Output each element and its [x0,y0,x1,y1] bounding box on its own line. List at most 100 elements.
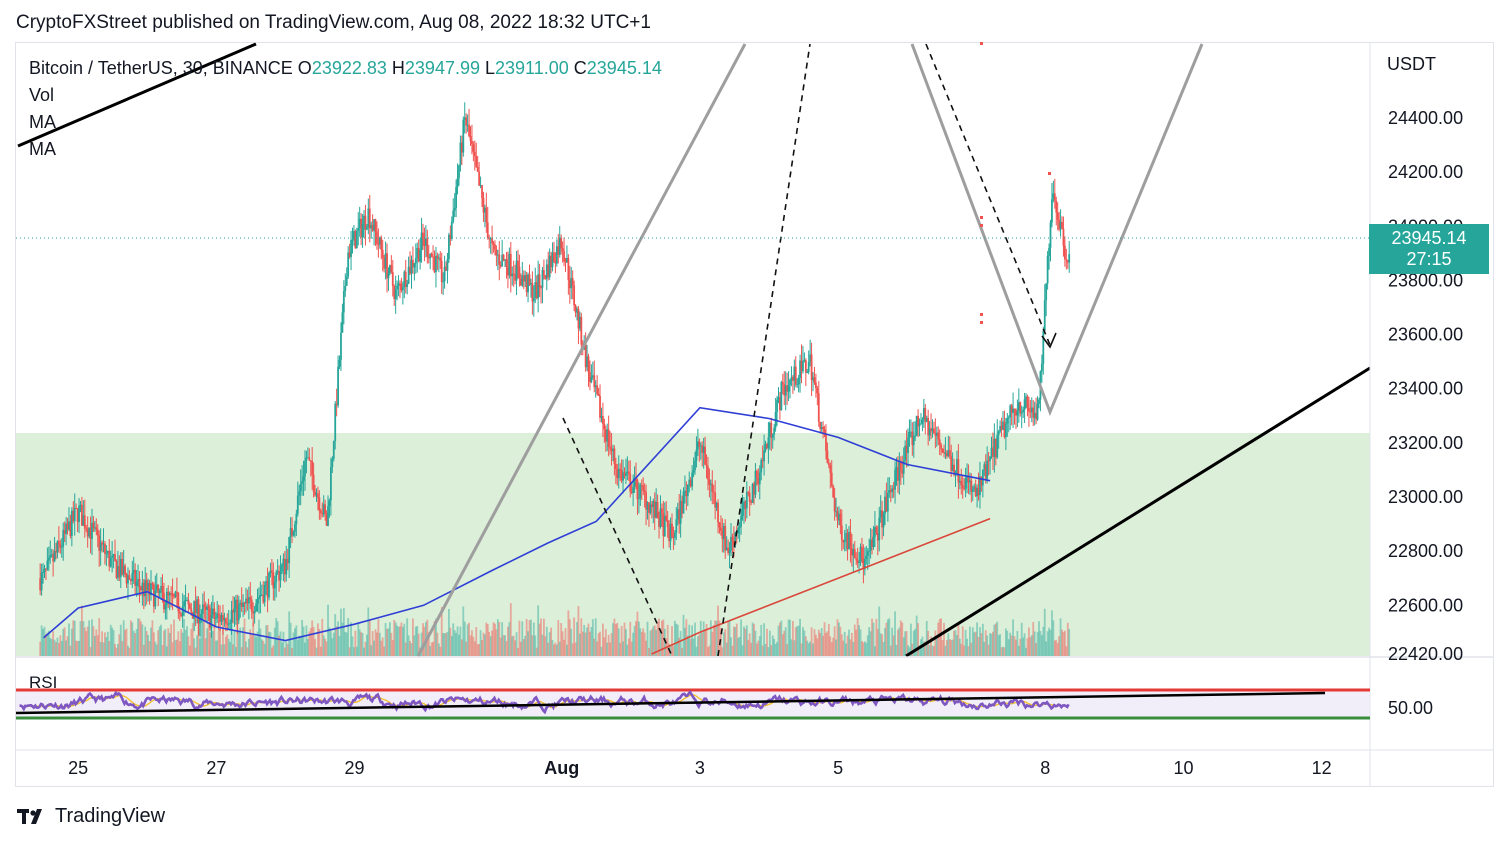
volume-bar [809,641,812,656]
candle-body [784,385,787,396]
volume-bar [781,634,784,656]
candle-body [515,260,518,281]
candle-body [95,527,98,530]
candle-body [433,256,436,273]
symbol-title: Bitcoin / TetherUS, 30, BINANCE [29,58,293,78]
candle-body [482,197,485,213]
volume-bar [400,622,403,656]
volume-bar [88,620,91,656]
volume-bar [790,639,793,656]
volume-bar [791,620,794,656]
volume-bar [410,643,413,656]
last-price-tag: 23945.14 27:15 [1369,224,1489,274]
volume-bar [364,641,367,656]
volume-bar [413,635,416,656]
volume-bar [761,645,764,656]
candle-body [68,521,70,530]
candle-body [204,606,207,610]
volume-bar [973,632,976,656]
candle-body [656,502,659,519]
candle-body [399,283,401,285]
candle-body [993,438,996,457]
volume-bar [512,635,515,656]
candle-body [373,219,375,231]
volume-bar [1016,630,1019,656]
candle-body [155,584,158,591]
candle-body [50,554,53,556]
candle-body [276,570,279,573]
candle-body [537,274,540,299]
volume-bar [812,643,814,656]
volume-bar [964,629,967,656]
volume-bar [630,641,633,656]
candle-body [282,558,285,565]
candle-body [950,456,953,471]
candle-body [98,535,101,551]
volume-bar [853,624,856,656]
ma-legend-2[interactable]: MA [29,139,56,159]
candle-body [682,491,685,514]
volume-bar [662,619,665,656]
volume-bar [835,639,837,656]
volume-bar [678,637,681,656]
volume-bar [114,643,116,656]
volume-bar [732,626,735,656]
volume-bar [636,611,639,656]
volume-bar [519,641,522,656]
volume-bar [933,646,935,656]
candle-body [558,237,561,255]
candle-body [1056,212,1059,220]
candle-body [184,600,187,602]
candle-body [756,470,758,478]
candle-body [256,599,259,604]
candle-body [437,257,440,259]
channel-line-left [416,43,747,657]
volume-bar [518,620,521,656]
candle-body [953,464,955,475]
candle-body [216,613,219,619]
candle-body [781,382,784,385]
candle-body [1020,412,1023,414]
volume-bar [682,614,685,656]
symbol-legend[interactable]: Bitcoin / TetherUS, 30, BINANCE O23922.8… [29,58,662,79]
volume-bar [849,639,852,656]
chart-frame[interactable] [15,42,1494,787]
candle-body [1029,411,1032,413]
volume-bar [1043,608,1046,656]
volume-bar [744,628,747,656]
candle-body [47,557,50,561]
volume-bar [751,622,754,656]
candle-body [786,385,789,392]
volume-bar [508,622,511,656]
volume-bar [315,647,318,656]
candle-body [622,472,624,481]
candle-body [842,539,845,543]
volume-bar [655,629,658,656]
candle-body [989,456,991,461]
candle-body [996,435,999,458]
volume-bar [507,626,509,656]
candle-body [616,469,619,479]
volume-bar [504,635,506,656]
volume-bar [691,625,694,656]
volume-bar [278,635,280,656]
volume-bar [319,646,322,656]
volume-bar [283,647,286,656]
volume-bar [291,647,293,656]
volume-bar [211,631,214,656]
volume-legend[interactable]: Vol [29,85,55,105]
volume-bar [960,643,963,656]
candle-body [1002,421,1004,430]
rsi-legend[interactable]: RSI [29,673,58,692]
candle-body [619,468,622,471]
candle-body [584,342,587,368]
ma-legend-1[interactable]: MA [29,112,56,132]
tradingview-brand[interactable]: TradingView [17,805,165,828]
candle-body [65,523,67,534]
candle-body [246,598,249,604]
candle-body [603,423,606,430]
volume-bar [1042,626,1045,656]
volume-bar [979,627,981,656]
candle-body [160,586,162,591]
